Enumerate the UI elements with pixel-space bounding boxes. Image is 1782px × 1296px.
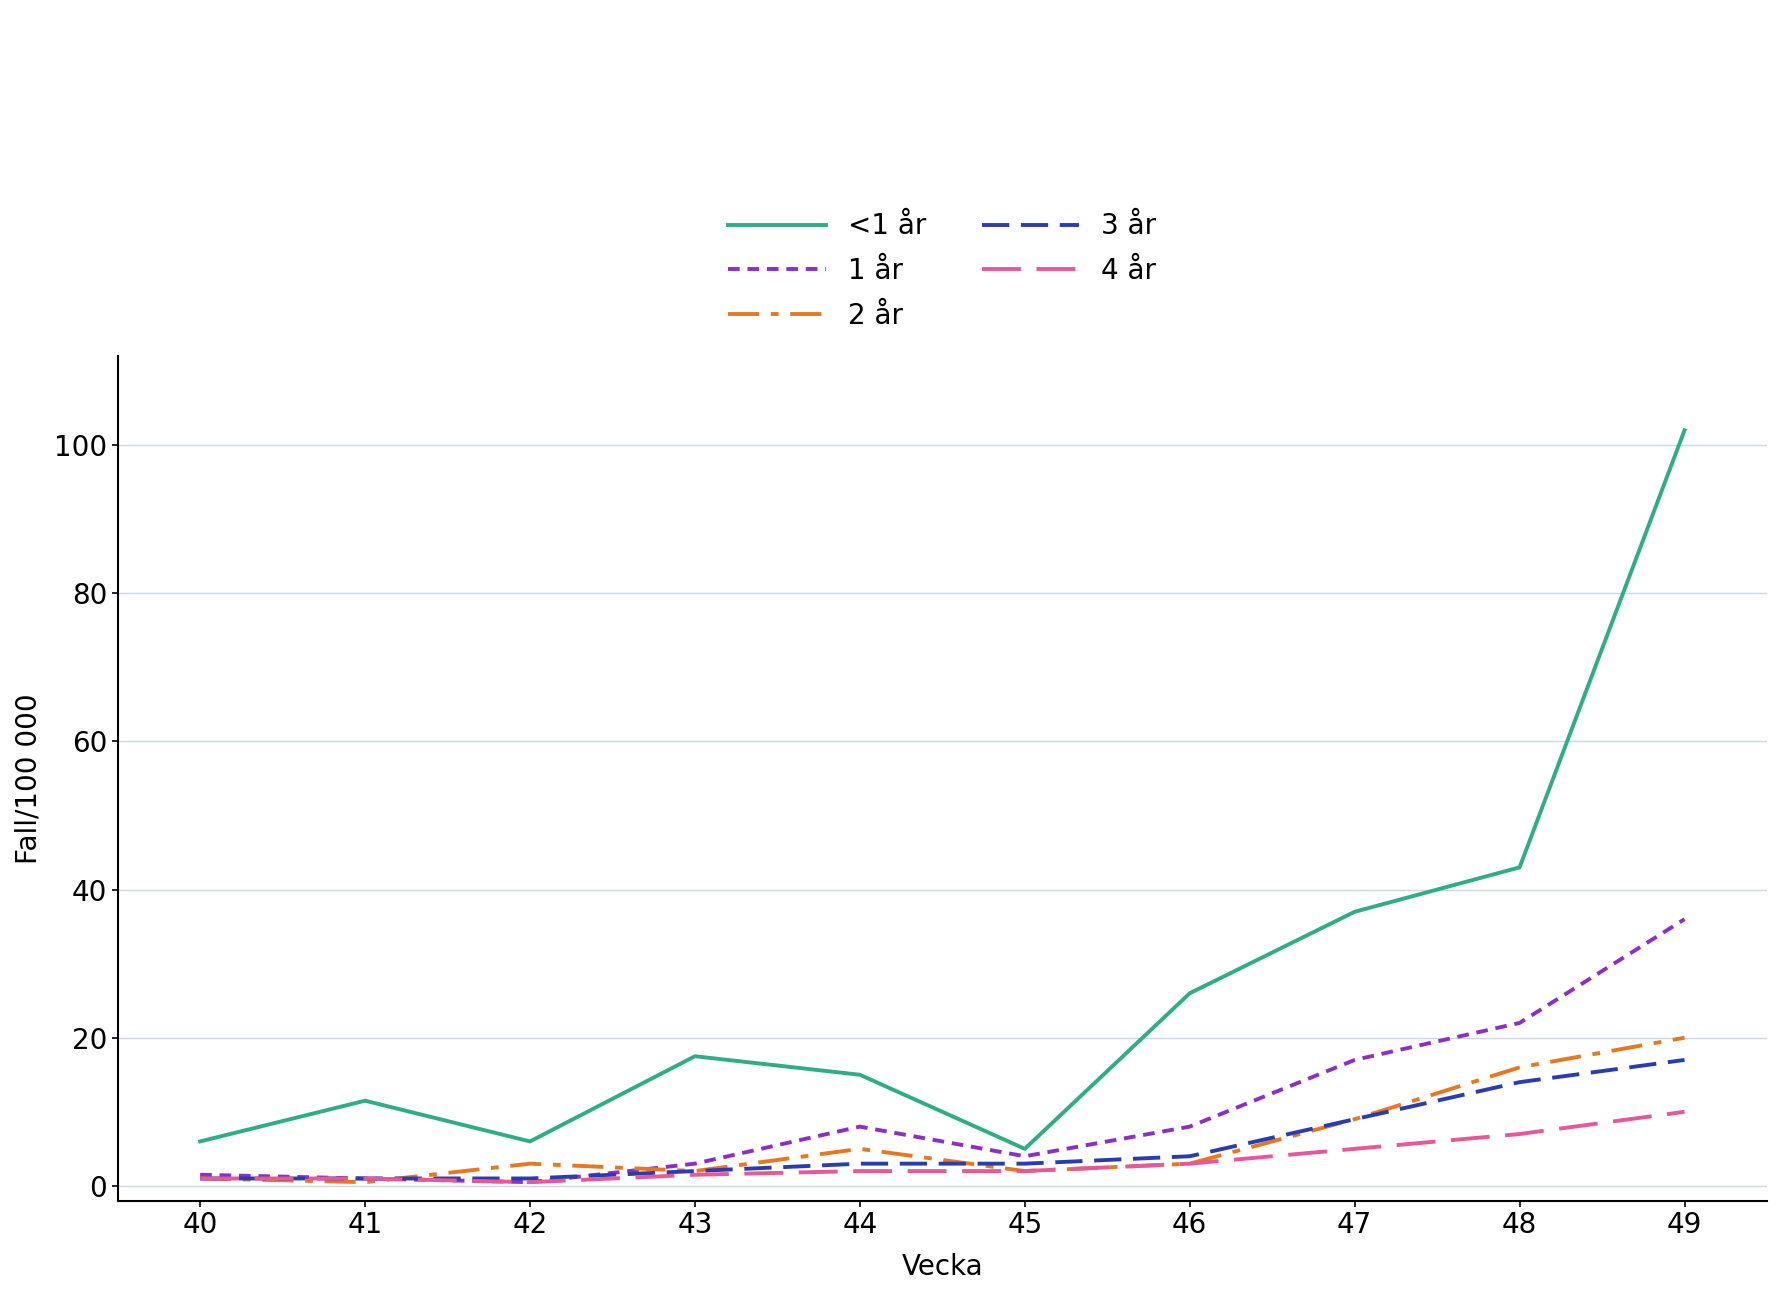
Y-axis label: Fall/100 000: Fall/100 000 (14, 693, 43, 863)
Legend: <1 år, 1 år, 2 år, 3 år, 4 år: <1 år, 1 år, 2 år, 3 år, 4 år (716, 201, 1167, 341)
X-axis label: Vecka: Vecka (902, 1253, 984, 1280)
